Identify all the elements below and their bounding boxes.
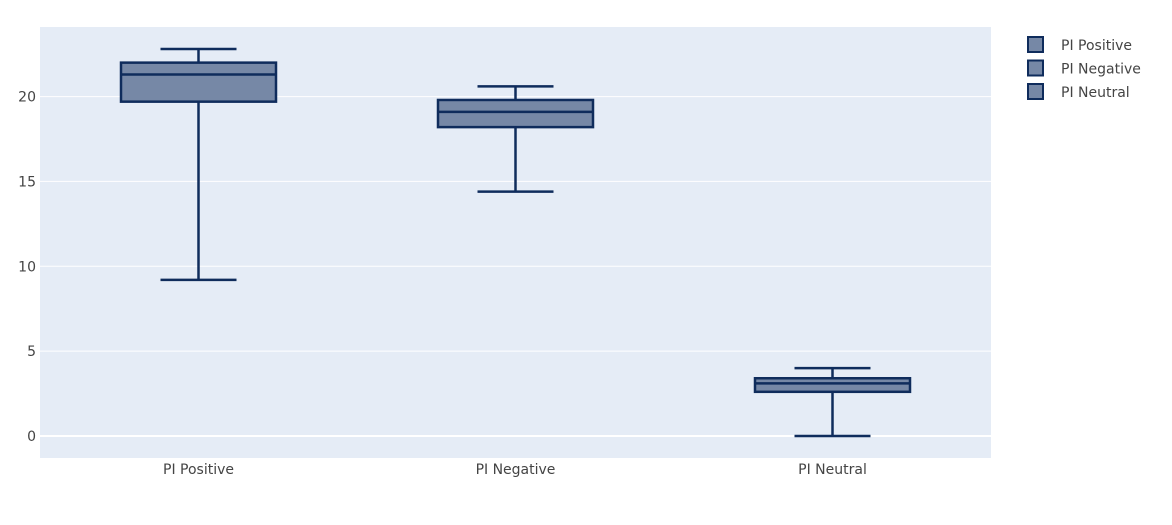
y-axis-ticks: 0 5 10 15 20 — [18, 90, 36, 445]
y-tick-label: 20 — [18, 90, 36, 106]
legend-label: PI Negative — [1061, 62, 1141, 78]
legend-item[interactable]: PI Neutral — [1027, 83, 1130, 101]
legend-swatch — [1027, 83, 1044, 100]
boxes — [119, 47, 912, 438]
y-tick-label: 5 — [27, 344, 36, 360]
legend-swatch — [1027, 59, 1044, 77]
legend-item[interactable]: PI Positive — [1027, 36, 1132, 54]
box-iqr — [753, 376, 912, 394]
box-pi-negative[interactable] — [436, 85, 595, 193]
box-pi-positive[interactable] — [119, 47, 278, 282]
y-tick-label: 15 — [18, 174, 36, 190]
x-tick-label: PI Negative — [476, 462, 556, 478]
x-axis-ticks: PI Positive PI Negative PI Neutral — [163, 462, 867, 478]
legend-item[interactable]: PI Negative — [1027, 59, 1141, 78]
legend[interactable]: PI Positive PI Negative PI Neutral — [1027, 36, 1141, 101]
x-tick-label: PI Positive — [163, 462, 234, 478]
x-tick-label: PI Neutral — [798, 462, 867, 478]
box-iqr — [119, 61, 278, 103]
box-iqr — [436, 98, 595, 129]
legend-label: PI Neutral — [1061, 85, 1130, 101]
box-pi-neutral[interactable] — [753, 366, 912, 438]
y-tick-label: 10 — [18, 259, 36, 275]
y-tick-label: 0 — [27, 429, 36, 445]
legend-swatch — [1027, 36, 1044, 53]
legend-label: PI Positive — [1061, 38, 1132, 54]
